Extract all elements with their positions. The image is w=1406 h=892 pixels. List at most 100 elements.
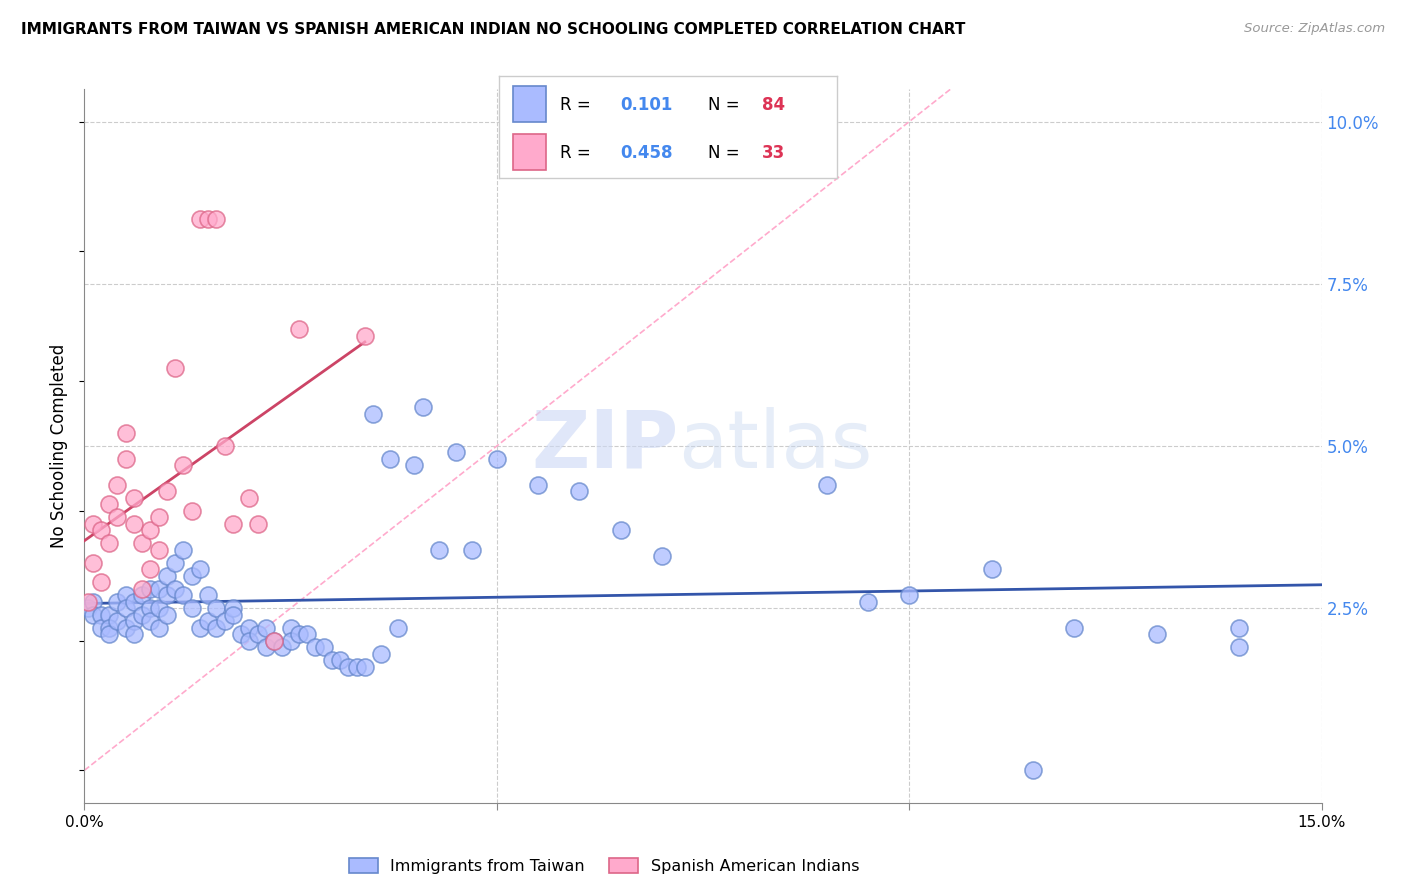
- Point: [77, 595, 100, 609]
- Point: [651, 549, 673, 564]
- Point: [1227, 640, 1250, 654]
- Point: [197, 614, 219, 628]
- Point: [98, 607, 121, 622]
- Point: [815, 478, 838, 492]
- Text: R =: R =: [560, 144, 596, 161]
- Point: [568, 484, 591, 499]
- Text: N =: N =: [709, 144, 745, 161]
- Point: [114, 452, 136, 467]
- Point: [148, 582, 170, 596]
- Point: [139, 614, 162, 628]
- Point: [312, 640, 335, 654]
- Point: [427, 542, 450, 557]
- Point: [263, 633, 285, 648]
- Point: [288, 322, 311, 336]
- Point: [139, 582, 162, 596]
- Point: [172, 458, 194, 473]
- Point: [222, 516, 245, 531]
- Point: [131, 607, 153, 622]
- Point: [131, 536, 153, 550]
- Point: [361, 407, 384, 421]
- Point: [370, 647, 392, 661]
- Point: [122, 627, 145, 641]
- Point: [90, 621, 112, 635]
- Point: [980, 562, 1002, 576]
- Point: [148, 601, 170, 615]
- Point: [139, 562, 162, 576]
- Point: [90, 575, 112, 590]
- Point: [353, 659, 375, 673]
- Point: [246, 627, 269, 641]
- Point: [898, 588, 921, 602]
- Point: [82, 607, 104, 622]
- Point: [165, 361, 187, 376]
- Point: [238, 621, 260, 635]
- Point: [238, 491, 260, 505]
- Point: [214, 439, 236, 453]
- Point: [114, 425, 136, 440]
- Point: [90, 607, 112, 622]
- Point: [205, 211, 228, 226]
- Point: [188, 211, 211, 226]
- Point: [337, 659, 360, 673]
- Point: [222, 607, 245, 622]
- Point: [165, 582, 187, 596]
- Point: [131, 588, 153, 602]
- Point: [329, 653, 352, 667]
- Point: [98, 497, 121, 511]
- Text: IMMIGRANTS FROM TAIWAN VS SPANISH AMERICAN INDIAN NO SCHOOLING COMPLETED CORRELA: IMMIGRANTS FROM TAIWAN VS SPANISH AMERIC…: [21, 22, 966, 37]
- Point: [609, 524, 631, 538]
- Point: [412, 400, 434, 414]
- Text: 33: 33: [762, 144, 786, 161]
- Point: [105, 510, 128, 524]
- Point: [1063, 621, 1085, 635]
- Point: [856, 595, 879, 609]
- Text: ZIP: ZIP: [531, 407, 678, 485]
- Point: [254, 621, 277, 635]
- Text: 84: 84: [762, 95, 786, 113]
- Text: Source: ZipAtlas.com: Source: ZipAtlas.com: [1244, 22, 1385, 36]
- Point: [527, 478, 550, 492]
- Point: [180, 601, 202, 615]
- Point: [98, 627, 121, 641]
- Point: [139, 524, 162, 538]
- Point: [271, 640, 294, 654]
- Point: [280, 621, 302, 635]
- Point: [222, 601, 245, 615]
- Point: [280, 633, 302, 648]
- Point: [188, 621, 211, 635]
- Point: [246, 516, 269, 531]
- Point: [321, 653, 343, 667]
- Point: [98, 536, 121, 550]
- Point: [156, 484, 179, 499]
- Text: atlas: atlas: [678, 407, 873, 485]
- Point: [1146, 627, 1168, 641]
- Point: [114, 588, 136, 602]
- Point: [122, 491, 145, 505]
- Point: [295, 627, 318, 641]
- Point: [77, 601, 100, 615]
- Point: [148, 510, 170, 524]
- Point: [148, 621, 170, 635]
- Point: [214, 614, 236, 628]
- Point: [105, 478, 128, 492]
- Text: N =: N =: [709, 95, 745, 113]
- Point: [1022, 764, 1045, 778]
- Point: [90, 524, 112, 538]
- Point: [105, 614, 128, 628]
- Legend: Immigrants from Taiwan, Spanish American Indians: Immigrants from Taiwan, Spanish American…: [343, 852, 866, 880]
- Point: [105, 595, 128, 609]
- Point: [82, 516, 104, 531]
- Point: [82, 556, 104, 570]
- Point: [122, 614, 145, 628]
- Point: [197, 211, 219, 226]
- Point: [205, 621, 228, 635]
- Point: [139, 601, 162, 615]
- Point: [254, 640, 277, 654]
- Point: [304, 640, 326, 654]
- Point: [156, 568, 179, 582]
- Text: 0.458: 0.458: [620, 144, 673, 161]
- Point: [353, 328, 375, 343]
- Point: [387, 621, 409, 635]
- Point: [172, 542, 194, 557]
